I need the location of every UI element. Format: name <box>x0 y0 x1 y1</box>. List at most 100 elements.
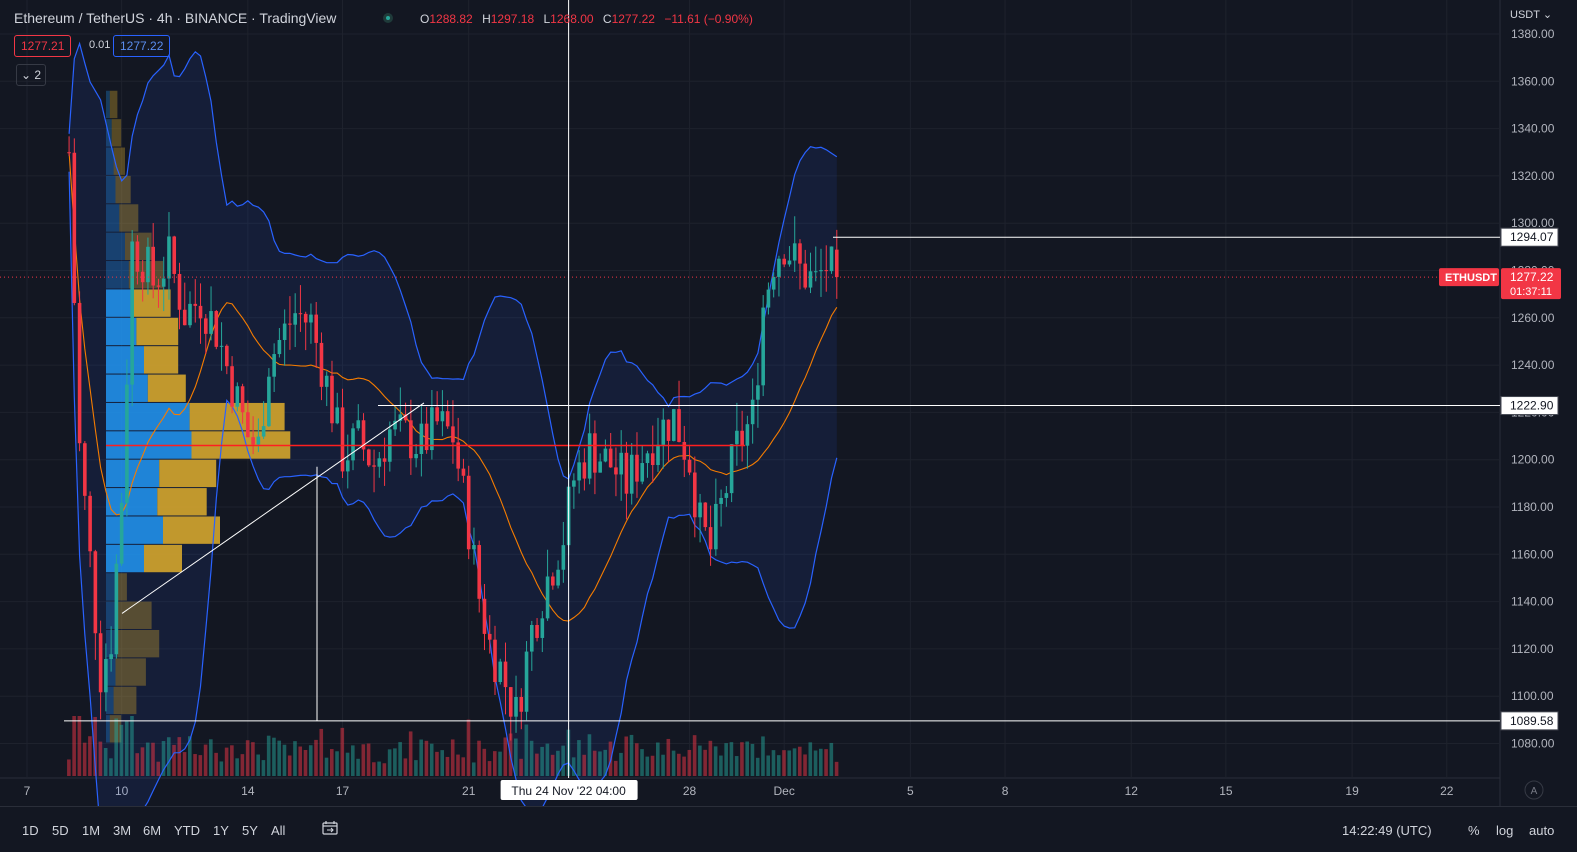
volume-bar <box>624 736 629 776</box>
volume-bar <box>797 746 802 776</box>
go-to-date-icon[interactable] <box>322 821 338 835</box>
volume-bar <box>640 749 644 776</box>
volume-bar <box>514 738 518 776</box>
volume-bar <box>440 750 445 776</box>
volume-bar <box>135 753 140 776</box>
volume-bar <box>98 741 103 776</box>
candle-body <box>219 345 224 347</box>
level-label: 1089.58 <box>1510 714 1554 728</box>
volume-bar <box>219 761 224 776</box>
vp-row-up <box>106 601 118 629</box>
range-1y-button[interactable]: 1Y <box>213 823 229 838</box>
utc-clock[interactable]: 14:22:49 (UTC) <box>1342 823 1432 838</box>
auto-scale-label: A <box>1531 786 1538 797</box>
candle-body <box>740 430 744 446</box>
x-tick-label: 21 <box>462 784 476 798</box>
volume-bar <box>813 750 818 776</box>
auto-toggle[interactable]: auto <box>1529 823 1555 838</box>
range-5y-button[interactable]: 5Y <box>242 823 258 838</box>
buy-price-button[interactable]: 1277.22 <box>113 35 171 57</box>
change-value: −11.61 (−0.90%) <box>664 12 753 26</box>
market-status-icon <box>383 13 393 23</box>
bottom-toolbar: 1D 5D 1M 3M 6M YTD 1Y 5Y All 14:22:49 (U… <box>0 806 1577 852</box>
candle-body <box>77 303 82 444</box>
volume-bar <box>109 758 113 776</box>
volume-bar <box>435 751 439 776</box>
level-label: 1294.07 <box>1510 230 1554 244</box>
candle-body <box>167 236 171 279</box>
candle-body <box>140 271 145 283</box>
sell-price-button[interactable]: 1277.21 <box>14 35 72 57</box>
candle-body <box>440 411 445 422</box>
y-tick-label: 1380.00 <box>1511 27 1555 41</box>
percent-toggle[interactable]: % <box>1468 823 1480 838</box>
currency-selector[interactable]: USDT ⌄ <box>1510 8 1552 21</box>
volume-bar <box>477 740 481 776</box>
candle-body <box>514 696 518 717</box>
candle-body <box>650 453 655 466</box>
bollinger-lower-line <box>68 171 838 806</box>
volume-bar <box>182 752 187 776</box>
range-ytd-button[interactable]: YTD <box>174 823 200 838</box>
range-all-button[interactable]: All <box>271 823 286 838</box>
x-tick-label: 15 <box>1219 784 1233 798</box>
candle-body <box>666 419 671 441</box>
candle-body <box>803 263 808 288</box>
price-chart[interactable]: 1380.00 1360.00 1340.00 1320.00 1300.00 12 8 0.… <box>0 0 1577 806</box>
candle-body <box>83 443 87 496</box>
volume-bar <box>713 746 718 776</box>
volume-bar <box>387 749 392 776</box>
vp-row-up <box>106 147 114 175</box>
volume-bar <box>393 748 397 776</box>
candle-body <box>761 307 765 386</box>
range-6m-button[interactable]: 6M <box>143 823 162 838</box>
high-value: 1297.18 <box>490 12 535 26</box>
candle-body <box>225 345 229 367</box>
volume-bar <box>629 734 634 776</box>
range-1d-button[interactable]: 1D <box>22 823 39 838</box>
volume-bar <box>808 742 813 776</box>
candle-body <box>451 426 455 443</box>
volume-bar <box>545 743 550 776</box>
x-tick-label: 8 <box>1002 784 1009 798</box>
candle-body <box>540 618 545 638</box>
volume-bar <box>792 748 797 776</box>
candle-body <box>508 687 513 717</box>
y-tick-label: 1320.00 <box>1511 169 1555 183</box>
volume-bar <box>214 752 218 776</box>
vp-row-down <box>128 261 163 289</box>
vp-row-up <box>106 402 190 431</box>
vp-row-up <box>106 289 133 317</box>
candle-body <box>93 551 98 634</box>
currency-label: USDT <box>1510 9 1540 21</box>
vp-row-up <box>106 204 120 232</box>
x-tick-label: 7 <box>24 784 31 798</box>
vp-row-down <box>119 204 139 232</box>
candle-body <box>393 420 397 430</box>
volume-bar <box>550 754 555 776</box>
volume-bar <box>445 756 450 776</box>
candle-body <box>188 303 192 326</box>
volume-bar <box>77 716 82 776</box>
candle-body <box>382 458 387 462</box>
y-tick-label: 1140.00 <box>1511 595 1554 609</box>
candle-body <box>230 366 234 407</box>
candle-body <box>261 426 266 437</box>
range-1m-button[interactable]: 1M <box>82 823 101 838</box>
log-toggle[interactable]: log <box>1496 823 1514 838</box>
vp-row-up <box>106 346 144 374</box>
vp-row-down <box>117 601 152 629</box>
volume-bar <box>403 758 408 776</box>
volume-bar <box>613 760 618 776</box>
range-5d-button[interactable]: 5D <box>52 823 69 838</box>
volume-bar <box>834 761 839 776</box>
vp-row-up <box>106 90 110 119</box>
candle-body <box>782 258 786 265</box>
range-3m-button[interactable]: 3M <box>113 823 132 838</box>
indicators-collapse-button[interactable]: ⌄ 2 <box>16 64 46 86</box>
vp-row-down <box>117 629 160 658</box>
volume-bar <box>450 739 455 776</box>
candle-body <box>813 271 818 273</box>
candle-body <box>619 452 623 475</box>
candle-body <box>766 289 771 308</box>
